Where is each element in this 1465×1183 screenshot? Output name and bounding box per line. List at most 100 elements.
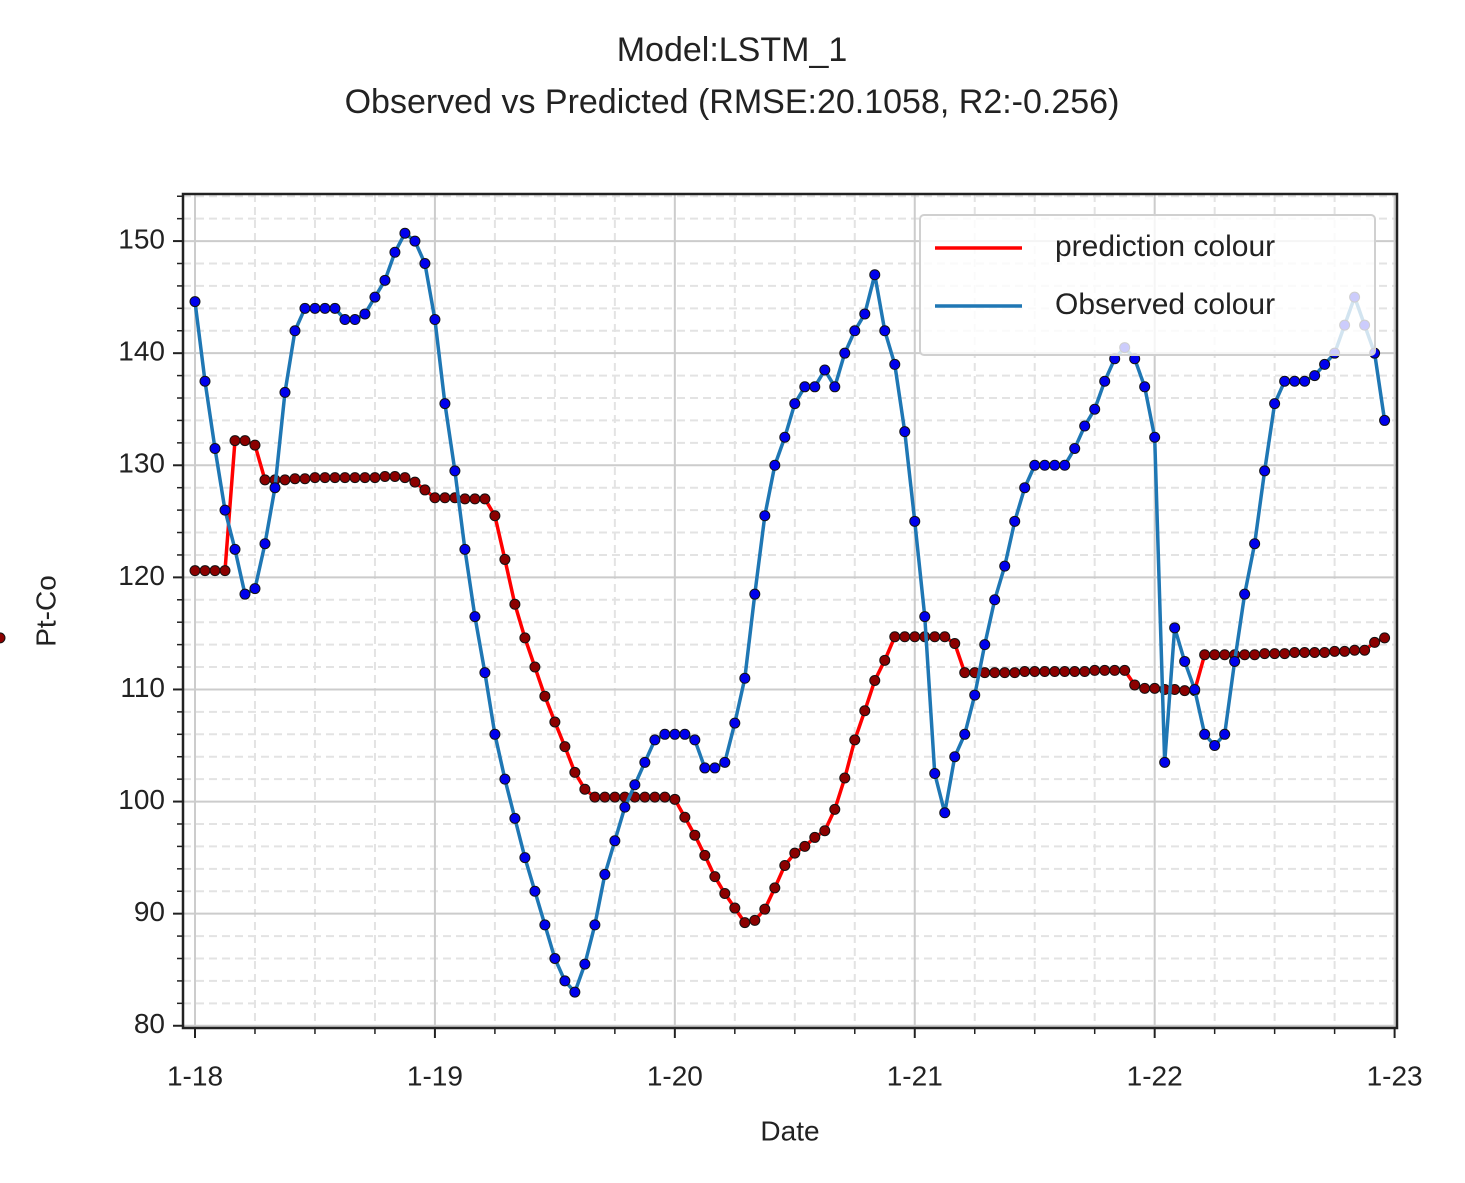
data-point <box>809 831 821 843</box>
data-point <box>1069 666 1081 678</box>
data-point <box>399 472 411 484</box>
data-point <box>689 734 701 746</box>
data-point <box>989 667 1001 679</box>
data-point <box>1379 414 1391 426</box>
data-point <box>1159 756 1171 768</box>
data-point <box>649 791 661 803</box>
data-point <box>789 847 801 859</box>
data-point <box>249 583 261 595</box>
x-tick-label: 1-21 <box>887 1060 943 1091</box>
x-tick-label: 1-18 <box>167 1060 223 1091</box>
data-point <box>929 768 941 780</box>
data-point <box>759 903 771 915</box>
data-point <box>1139 682 1151 694</box>
data-point <box>949 638 961 650</box>
data-point <box>549 953 561 964</box>
data-point <box>939 631 951 643</box>
data-point <box>519 852 531 864</box>
data-point <box>719 756 731 768</box>
data-point <box>859 308 871 320</box>
data-point <box>659 791 671 803</box>
data-point <box>869 675 881 686</box>
data-point <box>659 728 671 740</box>
data-point <box>259 538 271 550</box>
data-point <box>639 756 651 768</box>
data-point <box>1199 728 1211 740</box>
data-point <box>809 381 821 393</box>
data-point <box>1139 381 1151 393</box>
data-point <box>1099 375 1111 387</box>
data-point <box>309 302 321 314</box>
data-point <box>519 632 531 644</box>
data-point <box>609 835 621 847</box>
data-point <box>879 325 891 337</box>
data-point <box>1309 646 1321 658</box>
data-point <box>1049 666 1061 678</box>
data-point <box>669 793 681 805</box>
data-point <box>939 807 951 819</box>
data-point <box>369 472 381 484</box>
data-point <box>509 812 521 824</box>
data-point <box>899 631 911 643</box>
data-point <box>569 986 581 998</box>
data-point <box>849 734 861 746</box>
data-point <box>499 553 511 565</box>
data-point <box>339 472 351 484</box>
data-point <box>319 302 331 314</box>
data-point <box>239 588 251 600</box>
data-point <box>299 473 311 485</box>
y-tick-label: 80 <box>134 1008 165 1039</box>
data-point <box>1379 632 1391 644</box>
data-point <box>899 426 911 438</box>
data-point <box>1319 646 1331 658</box>
data-point <box>199 375 211 387</box>
data-point <box>1049 459 1061 471</box>
data-point <box>1369 636 1381 648</box>
data-point <box>189 565 201 577</box>
data-point <box>1229 655 1241 667</box>
data-point <box>729 902 741 914</box>
data-point <box>1299 375 1311 387</box>
data-point <box>599 868 611 880</box>
data-point <box>399 227 411 239</box>
y-tick-label: 120 <box>118 560 165 591</box>
data-point <box>799 381 811 393</box>
data-point <box>549 716 561 728</box>
data-point <box>289 325 301 337</box>
data-point <box>249 439 261 451</box>
data-point <box>639 791 651 803</box>
data-point <box>559 741 571 753</box>
data-point <box>629 779 641 791</box>
data-point <box>529 885 541 897</box>
x-tick-label: 1-20 <box>647 1060 703 1091</box>
data-point <box>1009 667 1021 679</box>
data-point <box>1209 649 1221 661</box>
data-point <box>579 958 591 970</box>
data-point <box>1179 685 1191 697</box>
legend-label: Observed colour <box>1055 288 1275 321</box>
data-point <box>229 543 241 555</box>
y-tick-label: 90 <box>134 896 165 927</box>
data-point <box>1169 622 1181 634</box>
data-point <box>529 661 541 673</box>
data-point <box>1299 646 1311 658</box>
y-axis-label: Pt-Co <box>30 575 61 647</box>
chart-subtitle: Observed vs Predicted (RMSE:20.1058, R2:… <box>345 83 1120 121</box>
legend-box <box>919 214 1376 356</box>
data-point <box>419 258 431 269</box>
data-point <box>189 296 201 308</box>
data-point <box>359 308 371 320</box>
data-point <box>849 325 861 337</box>
data-point <box>1089 403 1101 415</box>
data-point <box>1239 588 1251 600</box>
data-point <box>1129 679 1141 691</box>
data-point <box>469 493 481 505</box>
data-point <box>739 917 751 929</box>
data-point <box>689 829 701 841</box>
data-point <box>209 442 221 454</box>
data-point <box>769 882 781 894</box>
data-point <box>929 631 941 643</box>
data-point <box>619 801 631 813</box>
data-point <box>1119 664 1131 676</box>
data-point <box>539 690 551 702</box>
